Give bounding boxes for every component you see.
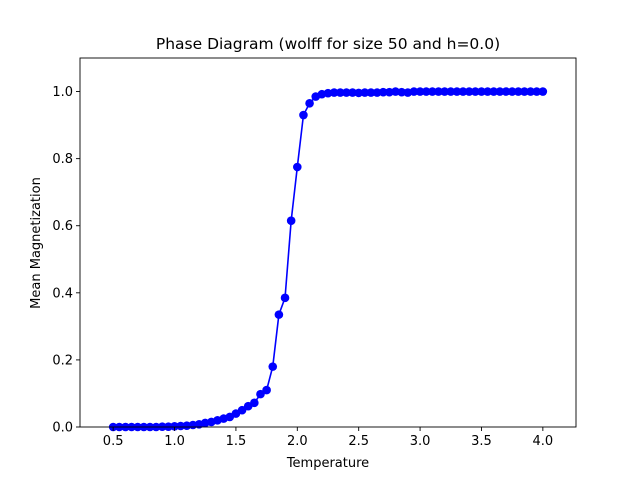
data-point xyxy=(464,87,474,96)
data-point xyxy=(526,87,535,96)
data-point xyxy=(440,87,449,96)
data-point xyxy=(366,88,376,97)
data-point xyxy=(237,405,247,415)
y-tick-label: 0.0 xyxy=(52,421,73,436)
x-tick-label: 3.0 xyxy=(410,434,431,449)
data-point xyxy=(489,87,499,96)
data-point xyxy=(483,87,492,96)
y-tick-label: 0.8 xyxy=(52,152,73,167)
data-point xyxy=(354,88,363,98)
chart-title: Phase Diagram (wolff for size 50 and h=0… xyxy=(156,35,500,53)
x-tick-label: 0.5 xyxy=(103,434,124,449)
data-point xyxy=(378,87,388,97)
data-point xyxy=(514,87,523,96)
data-point xyxy=(452,87,462,96)
data-point xyxy=(305,98,314,108)
data-point xyxy=(360,88,370,97)
data-point xyxy=(274,310,284,319)
data-point xyxy=(458,87,468,96)
data-point xyxy=(538,87,548,96)
y-tick-label: 0.6 xyxy=(52,219,73,234)
data-point xyxy=(471,87,480,96)
data-point xyxy=(176,421,185,431)
axes-frame xyxy=(79,57,577,428)
data-point xyxy=(415,87,425,96)
data-point xyxy=(446,87,456,96)
data-point xyxy=(397,87,406,97)
x-tick-label: 2.5 xyxy=(348,434,369,449)
x-tick-label: 3.5 xyxy=(471,434,492,449)
y-tick-label: 0.2 xyxy=(52,353,73,368)
y-tick-label: 1.0 xyxy=(52,85,73,100)
data-point xyxy=(434,87,443,96)
data-point xyxy=(250,398,259,408)
data-point xyxy=(256,389,265,399)
data-point xyxy=(299,110,308,120)
data-point xyxy=(421,87,431,96)
data-point xyxy=(329,88,339,97)
data-point xyxy=(477,87,486,96)
data-point xyxy=(520,87,529,96)
axes: 0.5 1.0 1.5 2.0 2.5 3.0 3.5 4.0 0.0 0.2 0.4 0.6 0.8 1… xyxy=(52,57,577,449)
x-tick-label: 1.5 xyxy=(226,434,247,449)
data-point xyxy=(170,422,179,431)
data-point xyxy=(280,293,290,303)
data-point xyxy=(409,87,419,96)
data-point xyxy=(495,87,505,96)
data-point xyxy=(507,87,517,96)
data-point xyxy=(348,88,357,97)
y-tick-label: 0.4 xyxy=(52,286,73,301)
x-axis-label: Temperature xyxy=(286,456,369,471)
x-tick-label: 2.0 xyxy=(287,434,308,449)
data-point xyxy=(501,87,511,96)
data-point xyxy=(293,162,302,172)
x-tick-label: 4.0 xyxy=(533,434,554,449)
data-point xyxy=(532,87,542,96)
data-point xyxy=(428,87,437,96)
data-point xyxy=(262,385,271,395)
data-point xyxy=(335,88,345,97)
y-axis-label: Mean Magnetization xyxy=(29,177,44,309)
data-point xyxy=(372,88,382,97)
data-point xyxy=(342,88,351,97)
x-tick-label: 1.0 xyxy=(164,434,185,449)
data-point xyxy=(268,362,278,371)
data-point xyxy=(286,216,296,225)
